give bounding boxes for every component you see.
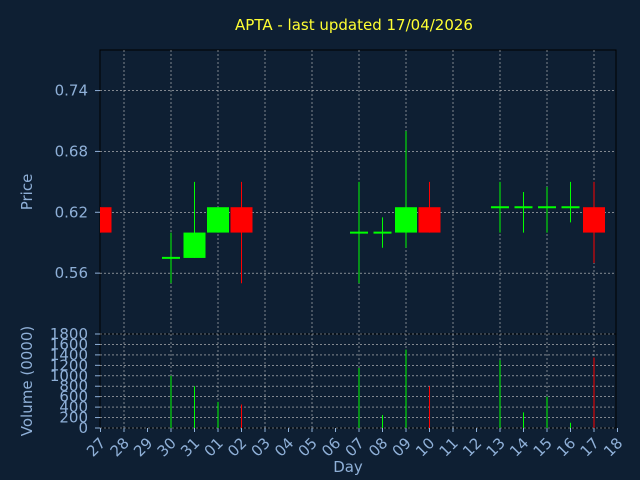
candle-body [207,207,229,233]
volume-tick-label: 1600 [50,335,88,353]
x-tick-label: 07 [342,434,368,460]
volume-tick-label: 800 [59,377,88,395]
x-tick-label: 12 [459,434,485,460]
x-tick-label: 30 [154,434,180,460]
x-tick-label: 14 [506,434,532,460]
volume-tick-label: 1800 [50,325,88,343]
x-axis: 2728293031010203040506070809101112131415… [83,428,626,460]
x-tick-label: 09 [389,434,415,460]
price-tick-label: 0.62 [55,203,88,221]
volume-tick-label: 1000 [50,367,88,385]
x-tick-label: 03 [248,434,274,460]
price-tick-label: 0.74 [55,82,88,100]
x-tick-label: 08 [365,434,391,460]
x-tick-label: 11 [436,434,462,460]
price-tick-label: 0.56 [55,264,88,282]
x-tick-label: 06 [318,434,344,460]
x-tick-label: 18 [600,434,626,460]
x-tick-label: 28 [107,434,133,460]
x-tick-label: 13 [483,434,509,460]
x-tick-label: 16 [553,434,579,460]
volume-tick-label: 0 [78,419,88,437]
x-tick-label: 01 [201,434,227,460]
volume-tick-label: 200 [59,409,88,427]
x-tick-label: 17 [577,434,603,460]
x-tick-label: 27 [83,434,109,460]
volume-plot-frame [99,333,617,429]
x-tick-label: 10 [412,434,438,460]
candle-body [418,207,441,233]
candle-body [395,207,417,233]
volume-tick-label: 400 [59,398,88,416]
price-plot-frame [99,49,617,335]
volume-tick-label: 600 [59,388,88,406]
chart-title: APTA - last updated 17/04/2026 [235,16,473,34]
x-axis-title: Day [333,458,363,476]
candle-body [183,232,206,258]
x-tick-label: 05 [295,434,321,460]
x-tick-label: 15 [530,434,556,460]
volume-axis-title: Volume (0000) [18,326,36,436]
price-tick-label: 0.68 [55,142,88,160]
x-tick-label: 31 [177,434,203,460]
candle-body [230,207,253,233]
price-axis-title: Price [18,174,36,211]
price-panel: 0.74 0.68 0.62 0.56 [55,49,617,335]
x-tick-label: 04 [271,434,297,460]
x-tick-label: 02 [224,434,250,460]
volume-tick-label: 1200 [50,356,88,374]
candle-body [583,207,605,233]
x-tick-label: 29 [130,434,156,460]
candle-body [100,207,112,233]
volume-tick-label: 1400 [50,346,88,364]
